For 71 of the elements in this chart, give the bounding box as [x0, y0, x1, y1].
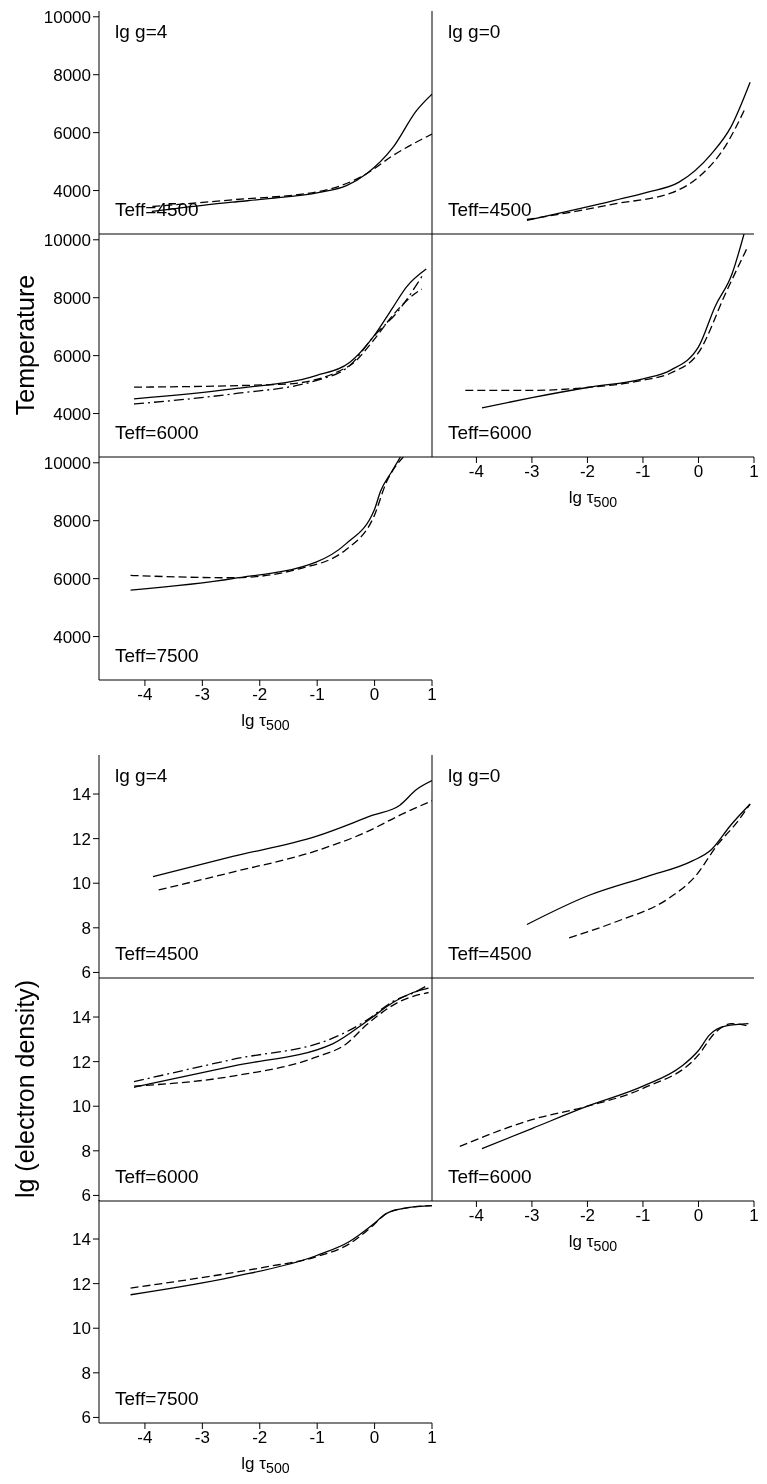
x-tick-label: 1 [749, 462, 759, 482]
x-tick-label: -4 [137, 1428, 153, 1448]
y-tick-label: 8000 [53, 511, 91, 531]
y-tick-label: 10 [72, 874, 91, 894]
y-tick-label: 6000 [53, 569, 91, 589]
y-tick-label: 8 [81, 918, 91, 938]
x-axis-title: lg τ$_{500}$ [240, 711, 291, 734]
y-axis-title: Temperature [10, 274, 40, 416]
text: lg g=0 [448, 765, 501, 787]
annotation: Teff=6000 [448, 1166, 532, 1188]
y-tick-label: 14 [72, 1008, 91, 1028]
x-tick-label: -3 [194, 685, 210, 705]
x-tick-label: -2 [579, 462, 596, 482]
x-tick-label: -3 [194, 1428, 210, 1448]
x-tick-label: 0 [693, 1206, 704, 1226]
y-tick-label: 10 [72, 1097, 91, 1117]
text: lg g=0 [448, 21, 501, 43]
annotation: Teff=4500 [115, 199, 199, 221]
y-tick-label: 10000 [43, 230, 91, 250]
x-tick-label: 1 [427, 685, 437, 705]
y-tick-label: 6 [81, 1408, 91, 1428]
x-tick-label: -2 [579, 1206, 596, 1226]
y-tick-label: 6 [81, 1186, 91, 1206]
x-tick-label: -1 [309, 685, 325, 705]
y-tick-label: 12 [72, 829, 91, 849]
x-axis-title: lg τ$_{500}$ [567, 1232, 619, 1255]
y-tick-label: 4000 [53, 181, 91, 201]
y-tick-label: 6 [81, 963, 91, 983]
x-tick-label: -4 [468, 1206, 484, 1226]
x-tick-label: -2 [252, 685, 268, 705]
annotation: Teff=4500 [448, 199, 532, 221]
x-tick-label: 0 [369, 1428, 380, 1448]
y-tick-label: 14 [72, 785, 91, 805]
annotation: Teff=6000 [115, 422, 199, 444]
x-tick-label: -2 [252, 1428, 268, 1448]
text: lg g=4 [115, 765, 168, 787]
y-tick-label: 8000 [53, 288, 91, 308]
annotation: Teff=6000 [448, 422, 532, 444]
y-tick-label: 8000 [53, 65, 91, 85]
x-tick-label: -4 [468, 462, 484, 482]
annotation: Teff=6000 [115, 1166, 199, 1188]
annotation: Teff=4500 [115, 943, 199, 965]
x-tick-label: -3 [524, 1206, 540, 1226]
y-tick-label: 10000 [43, 7, 91, 27]
x-tick-label: -3 [524, 462, 540, 482]
y-axis-title: lg (electron density) [10, 979, 40, 1199]
y-tick-label: 8 [81, 1141, 91, 1161]
annotation: Teff=7500 [115, 645, 199, 667]
y-tick-label: 14 [72, 1230, 91, 1250]
y-tick-label: 12 [72, 1052, 91, 1072]
annotation: Teff=7500 [115, 1388, 199, 1410]
y-tick-label: 6000 [53, 123, 91, 143]
y-tick-label: 6000 [53, 346, 91, 366]
x-axis-title: lg τ$_{500}$ [240, 1454, 291, 1477]
y-tick-label: 10000 [43, 453, 91, 473]
annotation: Teff=4500 [448, 943, 532, 965]
y-tick-label: 8 [81, 1363, 91, 1383]
x-tick-label: 1 [427, 1428, 437, 1448]
y-tick-label: 10 [72, 1319, 91, 1339]
x-tick-label: 0 [693, 462, 704, 482]
x-tick-label: -1 [635, 462, 651, 482]
x-tick-label: 0 [369, 685, 380, 705]
x-tick-label: -1 [635, 1206, 651, 1226]
y-tick-label: 4000 [53, 627, 91, 647]
x-tick-label: -1 [309, 1428, 325, 1448]
x-axis-title: lg τ$_{500}$ [567, 488, 619, 511]
y-tick-label: 4000 [53, 404, 91, 424]
text: lg g=4 [115, 21, 168, 43]
x-tick-label: -4 [137, 685, 153, 705]
y-tick-label: 12 [72, 1274, 91, 1294]
x-tick-label: 1 [749, 1206, 759, 1226]
